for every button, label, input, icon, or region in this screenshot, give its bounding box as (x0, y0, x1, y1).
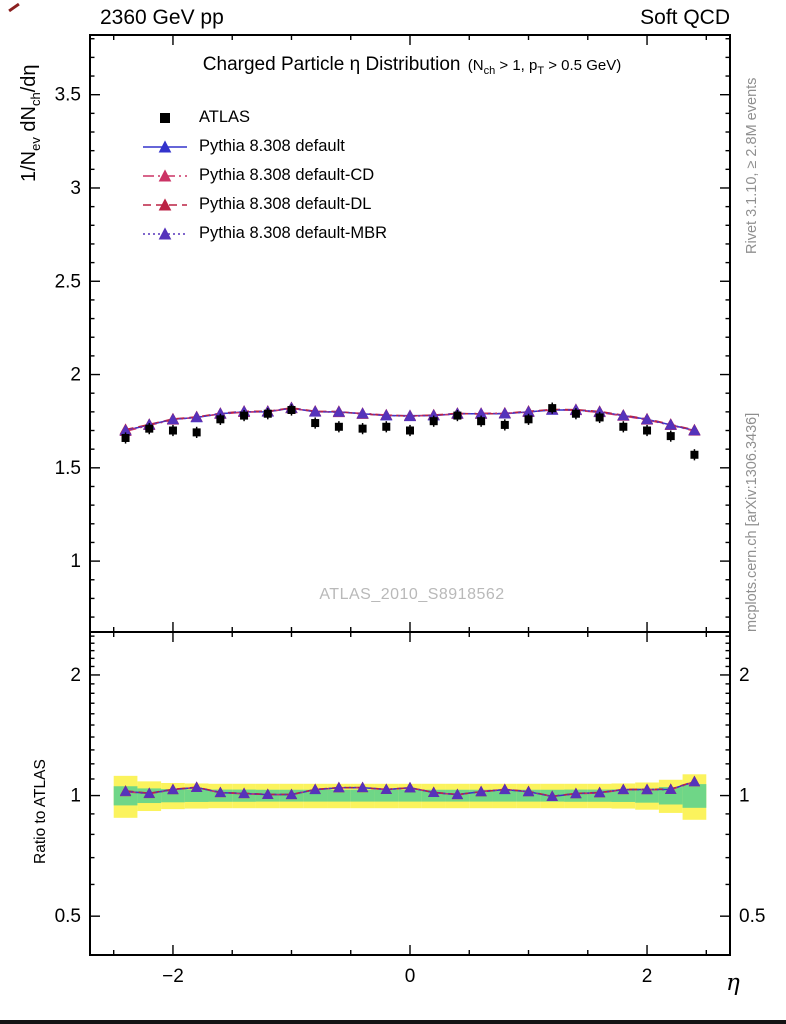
ratio-uncertainty-bands (113, 774, 707, 820)
legend-item-label: Pythia 8.308 default (199, 137, 345, 155)
mc-line-marker-icon (143, 197, 187, 210)
plot-title-main: Charged Particle η Distribution (202, 54, 461, 75)
plot-title-condition: (Nch > 1, pT > 0.5 GeV) (467, 57, 622, 77)
legend-item: Pythia 8.308 default-MBR (142, 219, 387, 248)
svg-text:2: 2 (739, 665, 750, 686)
plot-title: Charged Particle η Distribution (Nch > 1… (203, 54, 621, 77)
svg-text:0.5: 0.5 (55, 906, 81, 927)
svg-text:1: 1 (739, 786, 750, 807)
beam-energy-label: 2360 GeV pp (100, 6, 224, 29)
svg-text:3: 3 (70, 178, 81, 199)
legend-item-label: Pythia 8.308 default-DL (199, 195, 372, 213)
rivet-version-note: Rivet 3.1.10, ≥ 2.8M events (744, 77, 760, 254)
bottom-border (0, 1020, 786, 1024)
y-axis-label: 1/Nev dNch/dη (18, 64, 43, 182)
legend-item: Pythia 8.308 default-DL (142, 190, 387, 219)
legend: ATLAS Pythia 8.308 default Pythia 8.308 de… (142, 103, 387, 248)
svg-text:2: 2 (70, 365, 81, 386)
mcplots-attribution-note: mcplots.cern.ch [arXiv:1306.3436] (744, 412, 760, 632)
svg-text:2: 2 (70, 665, 81, 686)
mc-line-marker-icon (143, 139, 187, 152)
svg-text:1.5: 1.5 (55, 458, 81, 479)
ratio-curves (119, 775, 701, 801)
process-group-label: Soft QCD (640, 6, 730, 29)
legend-item: Pythia 8.308 default-CD (142, 161, 387, 190)
ratio-y-axis-label: Ratio to ATLAS (32, 759, 49, 864)
analysis-id-watermark: ATLAS_2010_S8918562 (319, 586, 505, 603)
axis-ticks-and-labels: 1 1.5 2 2.5 3 3.5 −2 0 2 0.5 0.5 1 1 2 2 (55, 35, 765, 987)
svg-text:1: 1 (70, 551, 81, 572)
svg-text:3.5: 3.5 (55, 85, 81, 106)
legend-item-label: Pythia 8.308 default-MBR (199, 224, 388, 242)
x-axis-label: η (726, 970, 740, 996)
legend-item-label: Pythia 8.308 default-CD (199, 166, 375, 184)
svg-text:0.5: 0.5 (739, 906, 765, 927)
atlas-data-points (121, 402, 699, 461)
mc-line-marker-icon (143, 226, 187, 239)
svg-text:2: 2 (642, 966, 653, 987)
svg-text:1: 1 (70, 786, 81, 807)
svg-text:−2: −2 (162, 966, 184, 987)
legend-item: Pythia 8.308 default (142, 132, 387, 161)
legend-item-label: ATLAS (199, 108, 251, 126)
svg-text:2.5: 2.5 (55, 271, 81, 292)
legend-item: ATLAS (142, 103, 387, 132)
data-marker-icon (160, 112, 170, 123)
svg-text:0: 0 (405, 966, 416, 987)
mc-line-marker-icon (143, 168, 187, 181)
